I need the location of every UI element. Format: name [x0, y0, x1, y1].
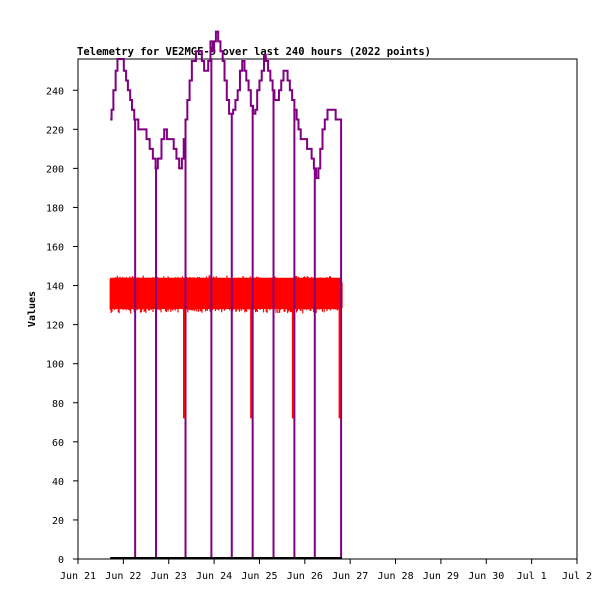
purple-series-drops — [134, 59, 343, 559]
y-tick-label: 140 — [46, 282, 64, 293]
y-tick-label: 80 — [52, 399, 64, 410]
y-axis-label: Values — [27, 291, 38, 327]
y-tick-label: 0 — [58, 555, 64, 566]
x-tick-label: Jun 27 — [332, 571, 368, 582]
y-tick-label: 60 — [52, 438, 64, 449]
chart-title: Telemetry for VE2MGE-9 over last 240 hou… — [77, 46, 431, 58]
x-tick-label: Jun 23 — [151, 571, 187, 582]
x-tick-label: Jul 1 — [517, 571, 547, 582]
purple-series-line — [110, 30, 343, 180]
y-tick-label: 120 — [46, 321, 64, 332]
y-tick-label: 240 — [46, 86, 64, 97]
x-axis-ticks: Jun 21 Jun 22 Jun 23 Jun 24 Jun 25 Jun 26 Jun … — [60, 559, 592, 582]
x-tick-label: Jun 22 — [105, 571, 141, 582]
x-tick-label: Jun 26 — [287, 571, 323, 582]
x-tick-label: Jun 30 — [468, 571, 504, 582]
x-tick-label: Jul 2 — [562, 571, 592, 582]
x-tick-label: Jun 21 — [60, 571, 96, 582]
x-tick-label: Jun 25 — [241, 571, 277, 582]
x-tick-label: Jun 29 — [423, 571, 459, 582]
y-axis-ticks: 0 20 40 60 80 100 120 140 160 180 200 220 240 — [46, 86, 78, 566]
x-tick-label: Jun 28 — [377, 571, 413, 582]
red-series-band — [109, 274, 343, 314]
x-tick-label: Jun 24 — [196, 571, 232, 582]
purple-line-path — [110, 30, 343, 180]
y-tick-label: 180 — [46, 203, 64, 214]
y-tick-label: 200 — [46, 164, 64, 175]
y-tick-label: 100 — [46, 360, 64, 371]
y-tick-label: 220 — [46, 125, 64, 136]
y-tick-label: 20 — [52, 516, 64, 527]
y-tick-label: 160 — [46, 243, 64, 254]
y-tick-label: 40 — [52, 477, 64, 488]
